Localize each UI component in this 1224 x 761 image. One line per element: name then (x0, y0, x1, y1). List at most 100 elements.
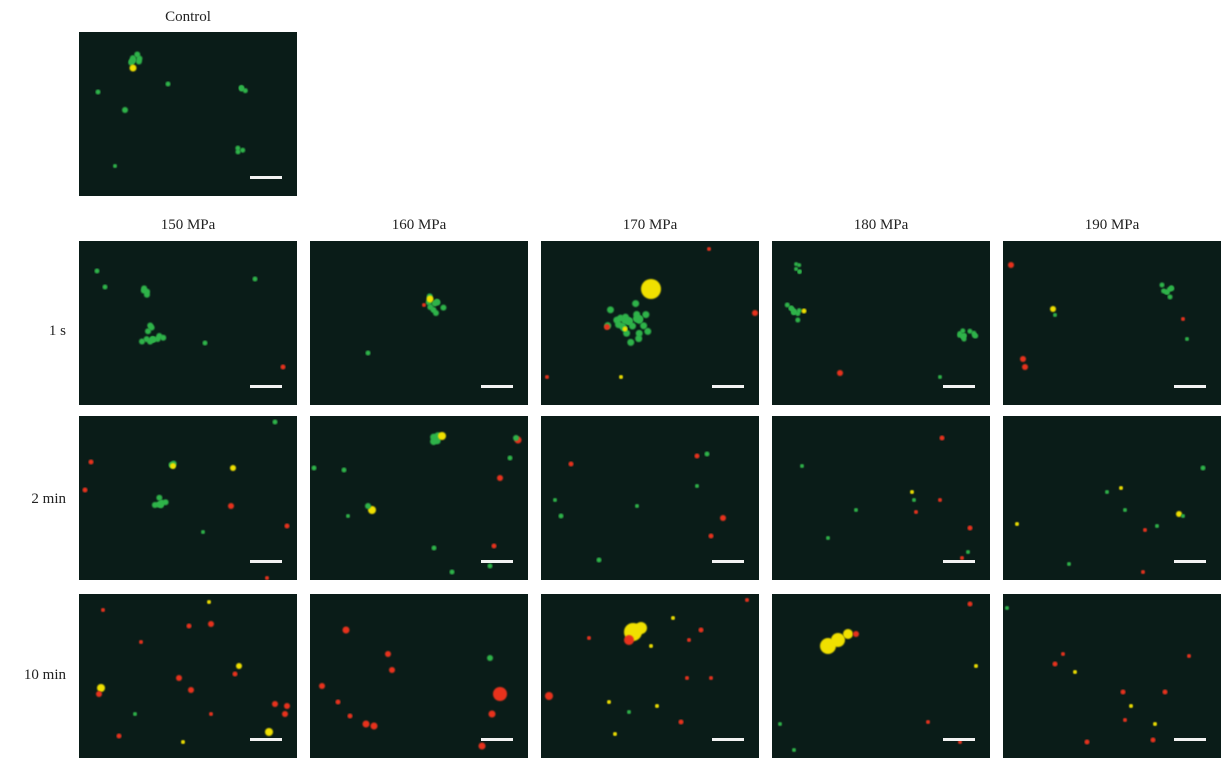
panel-10min-190mpa (1003, 594, 1221, 758)
dead-cell (88, 459, 94, 465)
scale-bar (481, 560, 513, 563)
dead-cell (1143, 528, 1147, 532)
dead-cell (678, 719, 684, 725)
cell-field (545, 247, 758, 379)
dead-cell (708, 533, 714, 539)
overlap-cell (622, 326, 628, 332)
live-cell (635, 504, 639, 508)
control-label: Control (165, 9, 211, 25)
panel-1s-180mpa (772, 241, 990, 405)
live-cell (635, 329, 643, 337)
overlap-cell (438, 432, 446, 440)
live-cell (1167, 294, 1173, 300)
live-cell (138, 338, 145, 345)
live-cell (596, 557, 602, 563)
overlap-cell (170, 463, 176, 469)
live-cell (145, 328, 152, 335)
panel-2min-180mpa (772, 416, 990, 580)
pressure-label-170: 170 MPa (622, 217, 678, 233)
live-cell (784, 302, 790, 308)
dead-cell (694, 453, 700, 459)
live-cell (627, 338, 635, 346)
scale-bar (250, 738, 282, 741)
overlap-cell (801, 308, 807, 314)
dead-cell (497, 475, 503, 481)
live-cell (432, 309, 439, 316)
scale-bar (712, 560, 744, 563)
live-cell (800, 464, 804, 468)
scale-bar (943, 560, 975, 563)
pressure-label-190: 190 MPa (1084, 217, 1140, 233)
dead-cell (209, 712, 213, 716)
live-cell (795, 317, 801, 323)
live-cell (794, 266, 799, 271)
dead-cell (853, 631, 859, 637)
cell-field (1015, 465, 1206, 574)
dead-cell (587, 636, 591, 640)
live-cell (346, 514, 350, 518)
cell-field (319, 626, 507, 750)
live-cell (202, 340, 208, 346)
overlap-cell (641, 279, 661, 299)
live-cell (487, 563, 493, 569)
dead-cell (707, 247, 711, 251)
live-cell (365, 350, 371, 356)
dead-cell (188, 687, 194, 693)
live-cell (640, 322, 648, 330)
dead-cell (370, 722, 378, 730)
time-label-1s: 1 s (48, 323, 66, 339)
panel-2min-150mpa (79, 416, 297, 580)
dead-cell (1022, 364, 1028, 370)
dead-cell (698, 627, 704, 633)
panel-10min-160mpa (310, 594, 528, 758)
live-cell (160, 334, 167, 341)
live-cell (201, 530, 205, 534)
live-cell (938, 375, 942, 379)
live-cell (966, 550, 970, 554)
pressure-label-160: 160 MPa (391, 217, 447, 233)
overlap-cell (831, 633, 845, 647)
dead-cell (1162, 689, 1168, 695)
cell-field (778, 601, 978, 752)
panel-1s-150mpa (79, 241, 297, 405)
overlap-cell (97, 684, 105, 692)
live-cell (632, 300, 640, 308)
panel-1s-170mpa (541, 241, 759, 405)
dead-cell (284, 703, 290, 709)
dead-cell (265, 576, 269, 580)
live-cell (431, 545, 437, 551)
overlap-cell (207, 600, 211, 604)
dead-cell (687, 638, 691, 642)
pressure-label-150: 150 MPa (160, 217, 216, 233)
dead-cell (960, 556, 964, 560)
dead-cell (1181, 317, 1185, 321)
live-cell (1159, 282, 1165, 288)
dead-cell (362, 720, 370, 728)
live-cell (1053, 313, 1057, 317)
live-cell (122, 107, 128, 113)
live-cell (440, 304, 447, 311)
overlap-cell (1050, 306, 1056, 312)
overlap-cell (129, 64, 137, 72)
live-cell (272, 419, 278, 425)
live-cell (644, 327, 652, 335)
scale-bar (1174, 738, 1206, 741)
dead-cell (967, 525, 973, 531)
scale-bar (250, 176, 282, 179)
live-cell (1200, 465, 1206, 471)
dead-cell (939, 435, 945, 441)
live-cell (1123, 508, 1127, 512)
live-cell (795, 311, 801, 317)
cell-field (96, 600, 290, 744)
live-cell (94, 268, 100, 274)
cell-field (365, 293, 447, 356)
overlap-cell (181, 740, 185, 744)
live-cell (134, 51, 141, 58)
dead-cell (568, 461, 574, 467)
time-label-2min: 2 min (31, 491, 66, 507)
scale-bar (1174, 560, 1206, 563)
live-cell (826, 536, 830, 540)
overlap-cell (671, 616, 675, 620)
panel-2min-190mpa (1003, 416, 1221, 580)
live-cell (1185, 337, 1189, 341)
